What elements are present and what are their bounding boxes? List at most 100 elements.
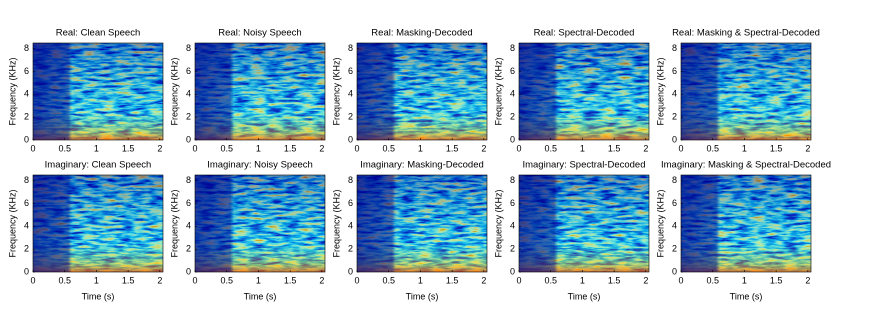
x-tick-label: 2 bbox=[157, 275, 162, 285]
y-axis-label: Frequency (KHz) bbox=[331, 189, 341, 257]
y-tick-label: 6 bbox=[510, 66, 515, 76]
x-tick-label: 0 bbox=[678, 275, 683, 285]
x-axis-label: Time (s) bbox=[730, 291, 763, 301]
y-tick-label: 2 bbox=[186, 244, 191, 254]
y-tick-label: 8 bbox=[672, 175, 677, 185]
y-tick-label: 4 bbox=[348, 221, 353, 231]
x-tick-label: 0.5 bbox=[220, 275, 233, 285]
panel: Imaginary: Masking-Decoded 0 0.5 1 1.5 2 0 2 4 6 8… bbox=[331, 160, 488, 301]
axes-frame bbox=[680, 174, 812, 273]
x-tick-label: 0 bbox=[516, 143, 521, 153]
y-tick-label: 8 bbox=[510, 175, 515, 185]
panel: Imaginary: Clean Speech 0 0.5 1 1.5 2 0 2 4 6 8 Fre… bbox=[7, 160, 164, 301]
y-tick-label: 8 bbox=[348, 43, 353, 53]
x-axis-label: Time (s) bbox=[244, 291, 277, 301]
x-tick-label: 1 bbox=[580, 143, 585, 153]
x-axis-label: Time (s) bbox=[82, 291, 115, 301]
y-tick-label: 8 bbox=[24, 175, 29, 185]
y-axis-label: Frequency (KHz) bbox=[169, 57, 179, 125]
x-axis-label: Time (s) bbox=[568, 291, 601, 301]
y-tick-label: 4 bbox=[510, 221, 515, 231]
y-axis-label: Frequency (KHz) bbox=[7, 189, 17, 257]
axes-frame bbox=[518, 174, 650, 273]
spectrogram-silence bbox=[681, 43, 811, 140]
spectrogram-silence bbox=[519, 43, 649, 140]
y-tick-label: 0 bbox=[186, 134, 191, 144]
x-tick-label: 0.5 bbox=[544, 143, 557, 153]
y-tick-label: 8 bbox=[186, 43, 191, 53]
panel: Real: Masking-Decoded 0 0.5 1 1.5 2 0 2 4 6 8 Frequ… bbox=[331, 28, 488, 153]
x-tick-label: 1 bbox=[418, 143, 423, 153]
y-axis-label: Frequency (KHz) bbox=[655, 57, 665, 125]
y-tick-label: 6 bbox=[186, 198, 191, 208]
y-tick-label: 4 bbox=[672, 221, 677, 231]
axes-frame bbox=[194, 42, 326, 141]
y-tick-label: 6 bbox=[672, 198, 677, 208]
x-tick-label: 1 bbox=[418, 275, 423, 285]
y-tick-label: 4 bbox=[186, 221, 191, 231]
x-tick-label: 1.5 bbox=[770, 143, 783, 153]
panel: Real: Noisy Speech 0 0.5 1 1.5 2 0 2 4 6 8 Frequenc… bbox=[169, 28, 326, 153]
panel-title: Real: Masking-Decoded bbox=[371, 28, 472, 39]
x-tick-label: 2 bbox=[157, 143, 162, 153]
spectrogram-silence bbox=[519, 175, 649, 272]
y-tick-label: 6 bbox=[672, 66, 677, 76]
x-tick-label: 2 bbox=[643, 143, 648, 153]
spectrogram-silence bbox=[681, 175, 811, 272]
x-tick-label: 1.5 bbox=[608, 143, 621, 153]
y-tick-label: 4 bbox=[24, 221, 29, 231]
y-axis-label: Frequency (KHz) bbox=[169, 189, 179, 257]
panel: Real: Clean Speech 0 0.5 1 1.5 2 0 2 4 6 8 Frequenc… bbox=[7, 28, 164, 153]
y-tick-label: 2 bbox=[672, 244, 677, 254]
y-tick-label: 2 bbox=[348, 112, 353, 122]
x-tick-label: 0.5 bbox=[58, 143, 71, 153]
x-tick-label: 0 bbox=[192, 275, 197, 285]
y-tick-label: 4 bbox=[672, 89, 677, 99]
axes-frame bbox=[194, 174, 326, 273]
axes-frame bbox=[518, 42, 650, 141]
y-tick-label: 8 bbox=[348, 175, 353, 185]
y-tick-label: 2 bbox=[672, 112, 677, 122]
x-axis-label: Time (s) bbox=[406, 291, 439, 301]
y-tick-label: 8 bbox=[186, 175, 191, 185]
x-tick-label: 1.5 bbox=[122, 143, 135, 153]
y-tick-label: 2 bbox=[510, 244, 515, 254]
axes-frame bbox=[356, 174, 488, 273]
spectrogram-silence bbox=[33, 43, 163, 140]
x-tick-label: 1 bbox=[94, 143, 99, 153]
panel: Imaginary: Masking & Spectral-Decoded 0 0.… bbox=[655, 160, 831, 302]
spectrogram-silence bbox=[33, 175, 163, 272]
panel: Imaginary: Spectral-Decoded 0 0.5 1 1.5 2 0 2 4 6… bbox=[493, 160, 650, 301]
y-tick-label: 8 bbox=[672, 43, 677, 53]
x-tick-label: 1.5 bbox=[608, 275, 621, 285]
x-tick-label: 1 bbox=[256, 275, 261, 285]
y-tick-label: 0 bbox=[672, 266, 677, 276]
x-tick-label: 0 bbox=[678, 143, 683, 153]
x-tick-label: 2 bbox=[805, 143, 810, 153]
panel-title: Real: Clean Speech bbox=[56, 28, 141, 39]
x-tick-label: 0.5 bbox=[382, 143, 395, 153]
y-tick-label: 6 bbox=[24, 198, 29, 208]
y-tick-label: 6 bbox=[348, 66, 353, 76]
panel-title: Imaginary: Clean Speech bbox=[45, 160, 152, 171]
y-axis-label: Frequency (KHz) bbox=[331, 57, 341, 125]
panel-title: Imaginary: Spectral-Decoded bbox=[522, 160, 645, 171]
x-tick-label: 1.5 bbox=[770, 275, 783, 285]
y-tick-label: 6 bbox=[348, 198, 353, 208]
y-axis-label: Frequency (KHz) bbox=[493, 57, 503, 125]
x-tick-label: 1 bbox=[94, 275, 99, 285]
y-tick-label: 0 bbox=[348, 266, 353, 276]
y-tick-label: 2 bbox=[186, 112, 191, 122]
x-tick-label: 0.5 bbox=[706, 275, 719, 285]
x-tick-label: 0.5 bbox=[544, 275, 557, 285]
axes-frame bbox=[680, 42, 812, 141]
panel: Real: Masking & Spectral-Decoded 0 0.5 1 1.5… bbox=[655, 28, 820, 154]
panel-title: Imaginary: Noisy Speech bbox=[207, 160, 313, 171]
x-tick-label: 0.5 bbox=[220, 143, 233, 153]
x-tick-label: 1 bbox=[742, 275, 747, 285]
y-tick-label: 0 bbox=[348, 134, 353, 144]
axes-frame bbox=[356, 42, 488, 141]
panel-title: Imaginary: Masking-Decoded bbox=[360, 160, 484, 171]
y-tick-label: 2 bbox=[348, 244, 353, 254]
